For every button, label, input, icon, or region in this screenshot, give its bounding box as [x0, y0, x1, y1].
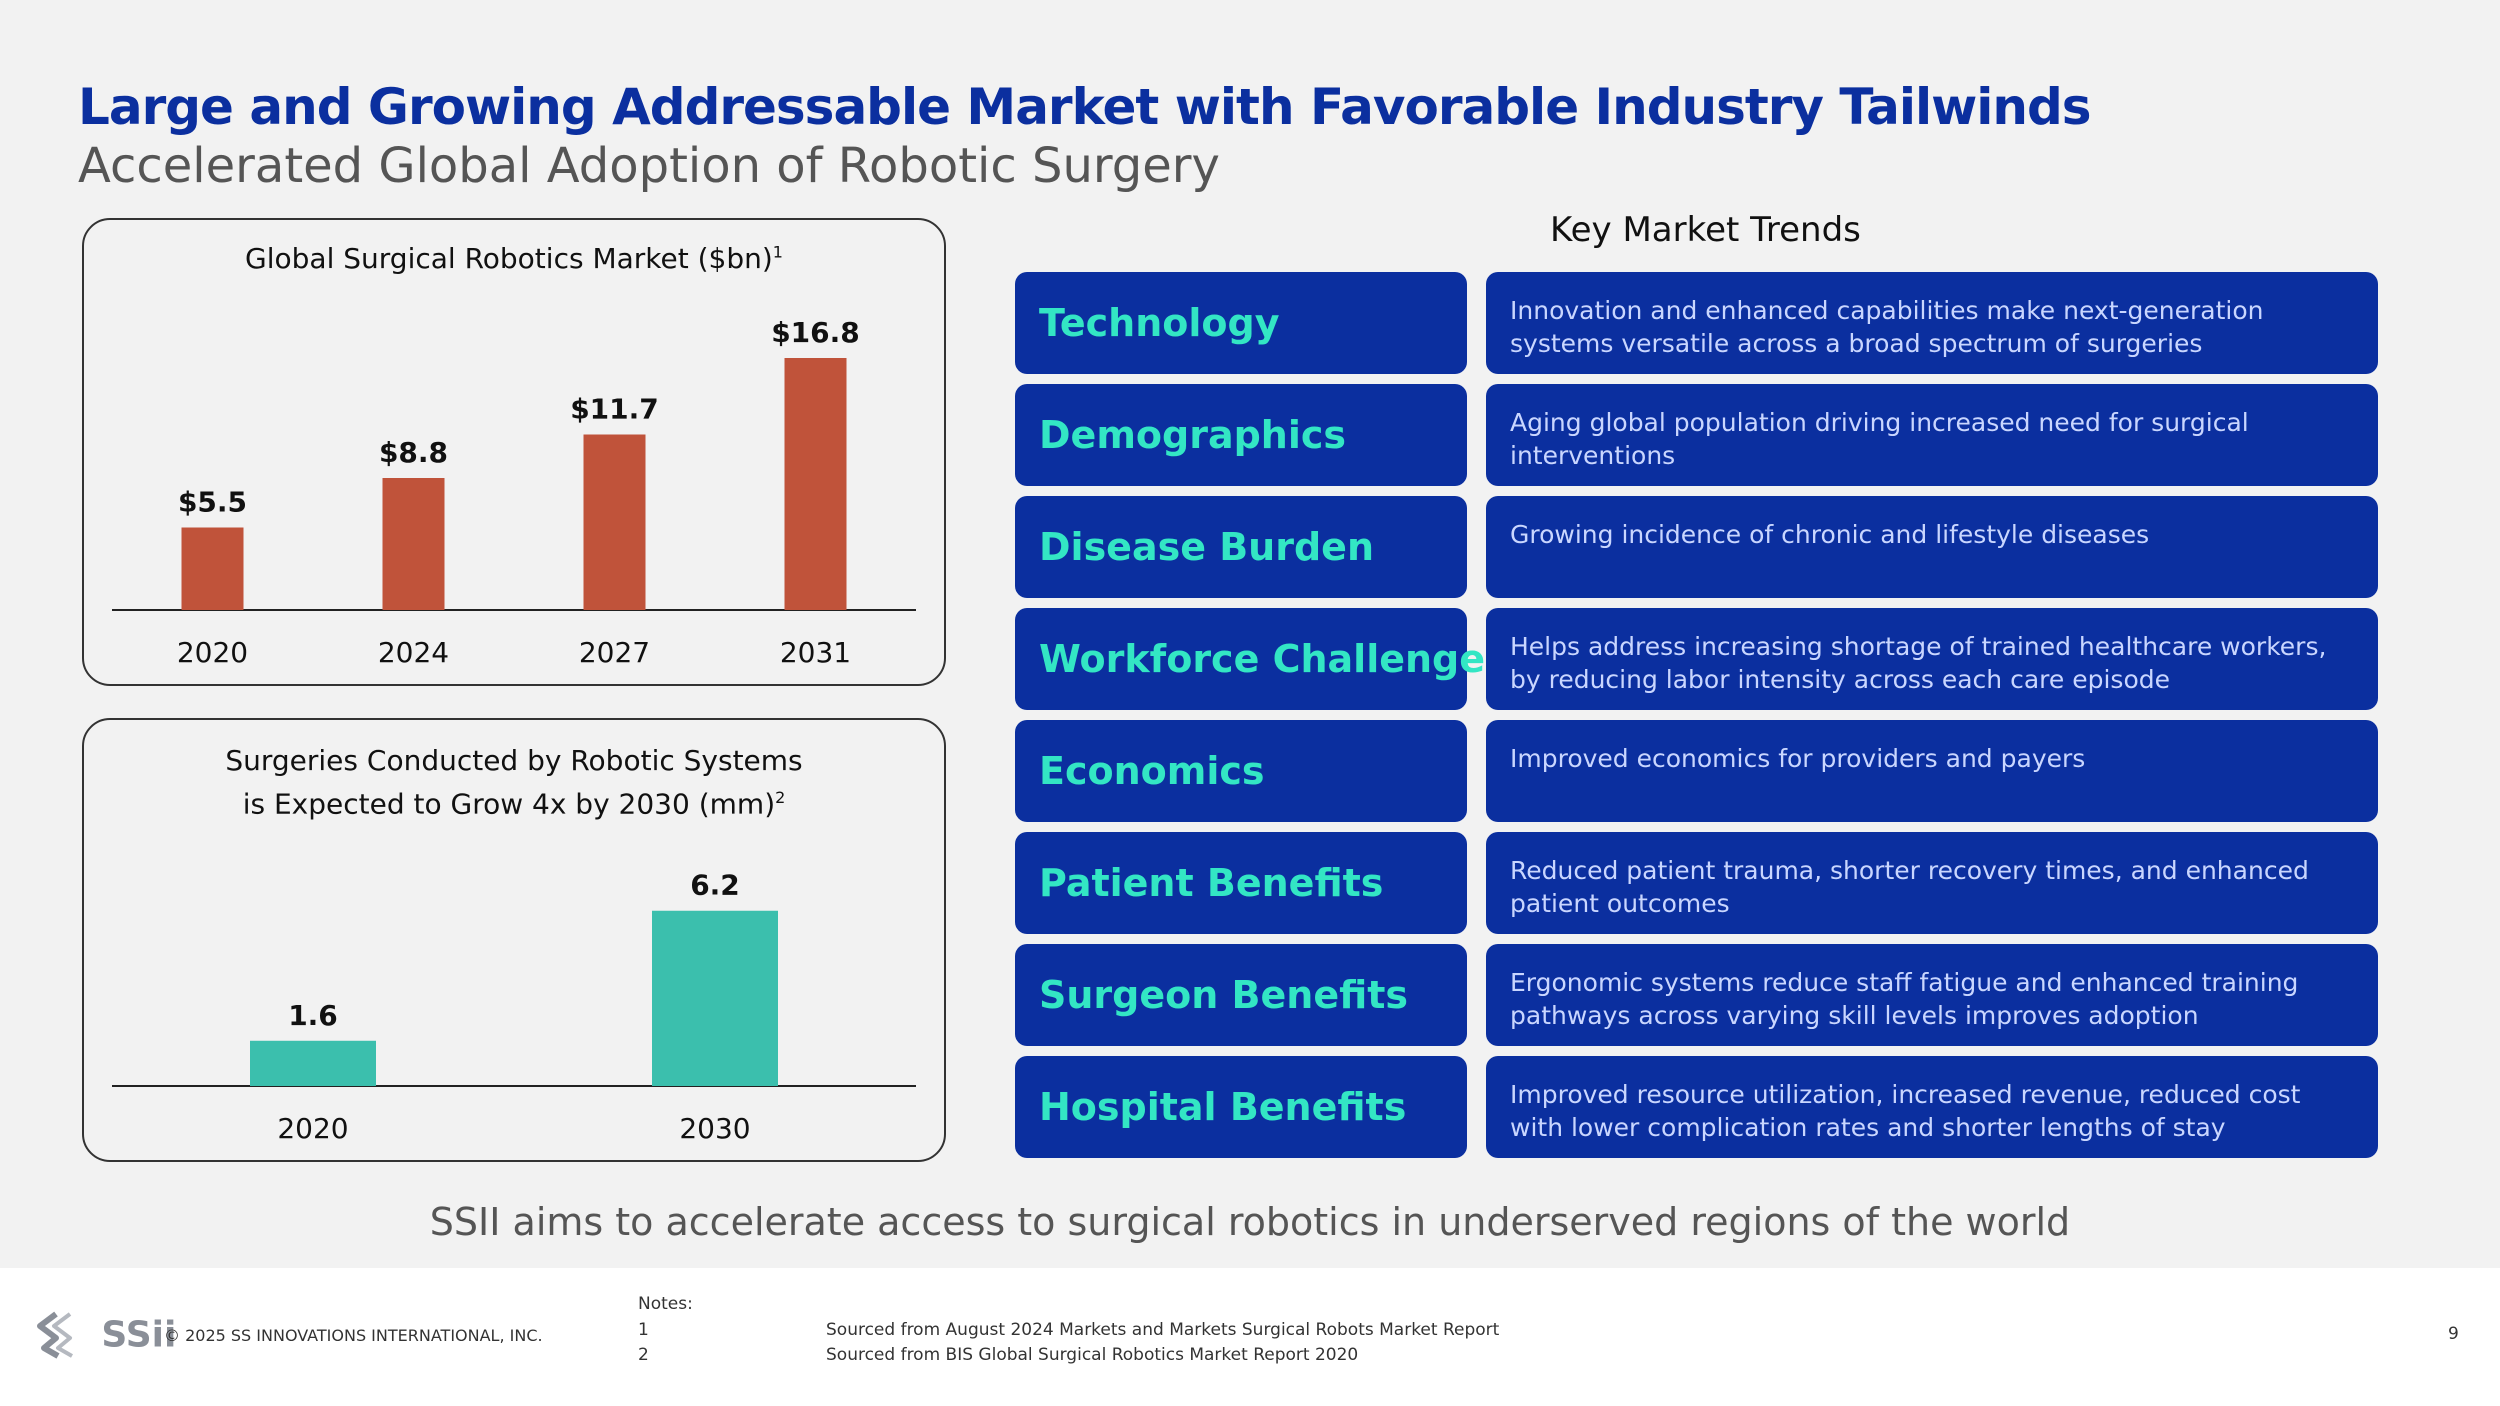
bar-value-label: $11.7 — [570, 393, 659, 426]
note-text: Sourced from August 2024 Markets and Mar… — [826, 1320, 1500, 1340]
surgeries-chart-title: Surgeries Conducted by Robotic Systems is… — [225, 744, 803, 821]
trend-category: Disease Burden — [1015, 496, 1467, 598]
company-logo: SSii — [36, 1310, 176, 1360]
trend-description: Growing incidence of chronic and lifesty… — [1486, 496, 2378, 598]
trends-heading: Key Market Trends — [1550, 210, 1861, 250]
bar-value-label: $16.8 — [771, 316, 860, 349]
trend-category: Patient Benefits — [1015, 832, 1467, 934]
note-number: 1 — [638, 1320, 649, 1340]
x-tick-label: 2024 — [378, 636, 449, 669]
surgeries-bar-chart: 1.6 2020 6.2 2030 — [112, 869, 916, 1145]
trend-category: Demographics — [1015, 384, 1467, 486]
trend-category: Workforce Challenges — [1015, 608, 1508, 710]
trend-description: Improved resource utilization, increased… — [1486, 1056, 2378, 1158]
x-tick-label: 2020 — [177, 636, 248, 669]
x-tick-label: 2020 — [277, 1112, 348, 1145]
bar-2024 — [382, 478, 445, 610]
market-bar-chart: $5.5 2020 $8.8 2024 $11.7 2027 $16.8 2031 — [112, 316, 916, 669]
footer: SSii © 2025 SS INNOVATIONS INTERNATIONAL… — [0, 1268, 2500, 1406]
trend-category: Surgeon Benefits — [1015, 944, 1467, 1046]
bar-2030 — [652, 910, 778, 1086]
bar-value-label: $8.8 — [379, 436, 448, 469]
trend-description: Helps address increasing shortage of tra… — [1486, 608, 2378, 710]
trend-category: Economics — [1015, 720, 1467, 822]
x-tick-label: 2030 — [679, 1112, 750, 1145]
market-chart-panel: Global Surgical Robotics Market ($bn)1 $… — [82, 218, 946, 686]
note-text: Sourced from BIS Global Surgical Robotic… — [826, 1345, 1359, 1365]
trend-description: Reduced patient trauma, shorter recovery… — [1486, 832, 2378, 934]
trend-description: Aging global population driving increase… — [1486, 384, 2378, 486]
trend-description: Ergonomic systems reduce staff fatigue a… — [1486, 944, 2378, 1046]
bar-value-label: 6.2 — [690, 869, 740, 902]
trend-description: Innovation and enhanced capabilities mak… — [1486, 272, 2378, 374]
note-number: 2 — [638, 1345, 649, 1365]
surgeries-chart-panel: Surgeries Conducted by Robotic Systems is… — [82, 718, 946, 1162]
market-chart-title: Global Surgical Robotics Market ($bn)1 — [245, 242, 783, 275]
bar-2031 — [784, 358, 847, 610]
trend-category: Technology — [1015, 272, 1467, 374]
trend-category: Hospital Benefits — [1015, 1056, 1467, 1158]
x-tick-label: 2031 — [780, 636, 851, 669]
bar-value-label: $5.5 — [178, 486, 247, 519]
bar-2020 — [250, 1040, 376, 1086]
trend-description: Improved economics for providers and pay… — [1486, 720, 2378, 822]
x-tick-label: 2027 — [579, 636, 650, 669]
page-number: 9 — [2448, 1324, 2459, 1344]
logo-icon — [37, 1311, 73, 1359]
bar-2027 — [583, 434, 646, 610]
page-subtitle: Accelerated Global Adoption of Robotic S… — [78, 138, 1220, 194]
copyright: © 2025 SS INNOVATIONS INTERNATIONAL, INC… — [164, 1326, 543, 1345]
bar-2020 — [181, 527, 244, 610]
page-title: Large and Growing Addressable Market wit… — [78, 78, 2092, 136]
tagline: SSII aims to accelerate access to surgic… — [429, 1200, 2071, 1244]
notes-label: Notes: — [638, 1294, 693, 1314]
bar-value-label: 1.6 — [288, 999, 338, 1032]
